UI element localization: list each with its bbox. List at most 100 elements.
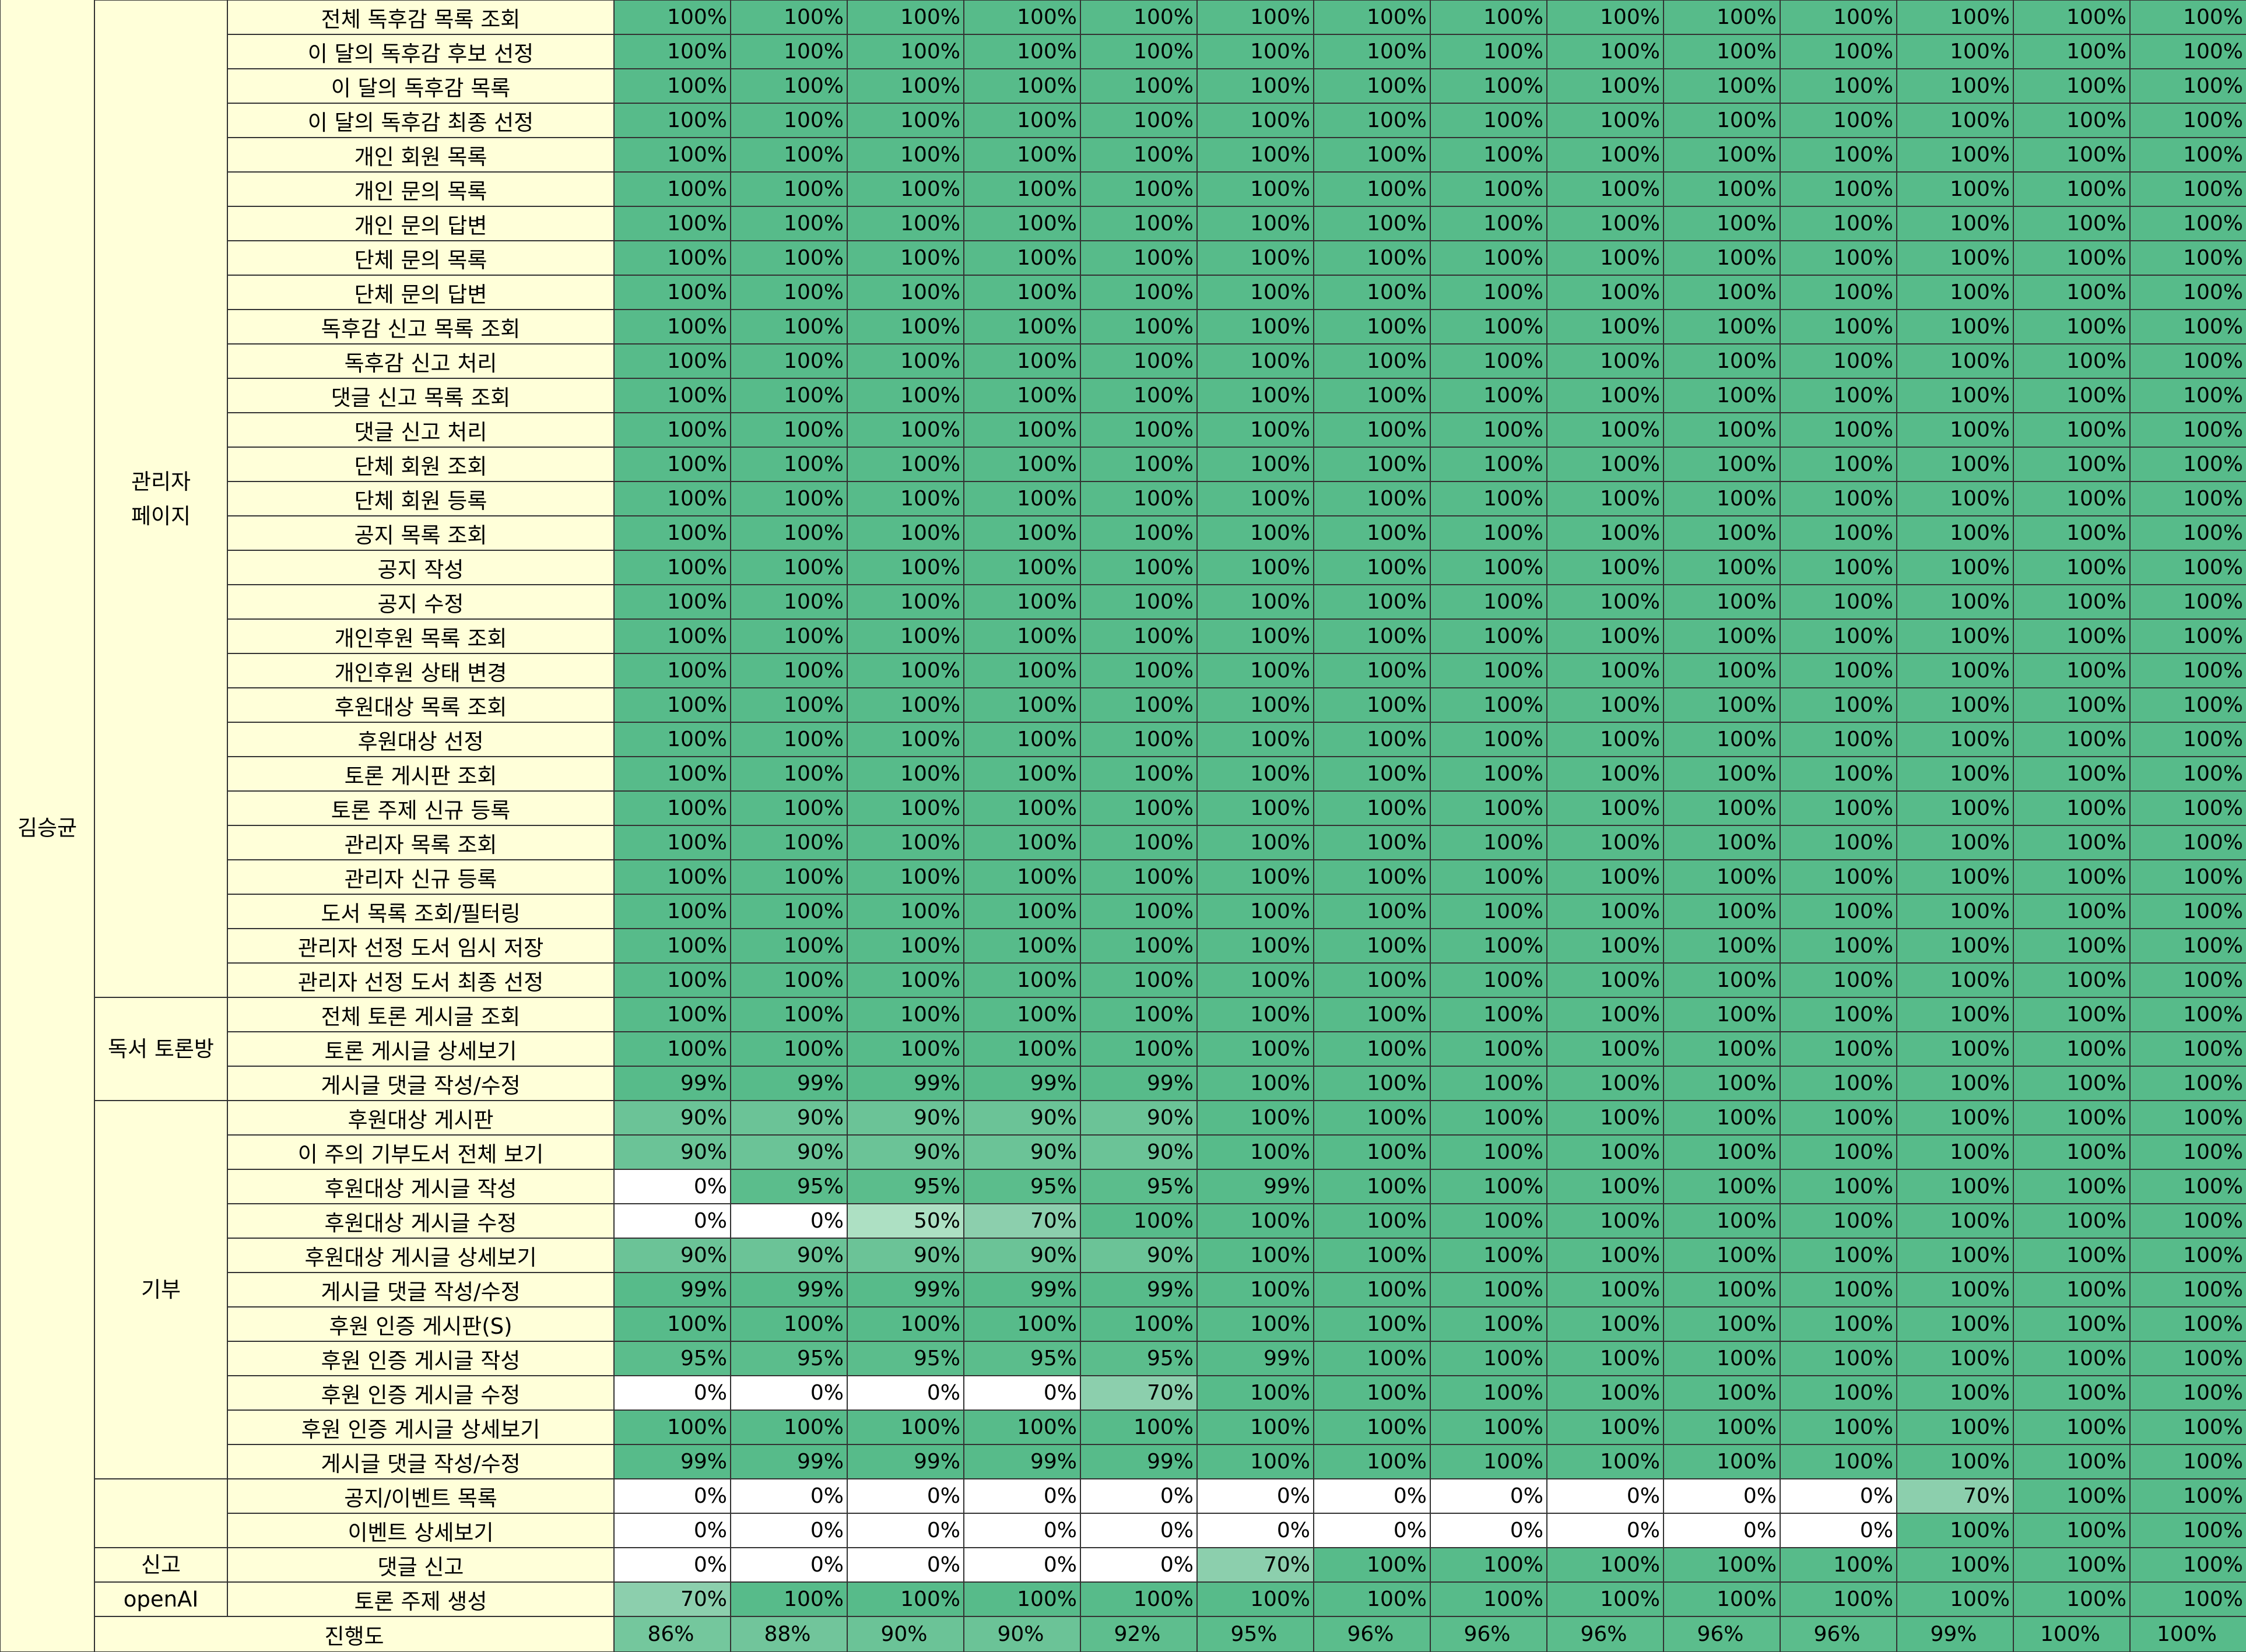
progress-cell[interactable]: 100% [2130,722,2246,757]
progress-cell[interactable]: 100% [1547,791,1664,825]
progress-cell[interactable]: 100% [614,516,731,550]
progress-cell[interactable]: 100% [1897,69,2013,103]
progress-cell[interactable]: 100% [614,275,731,310]
progress-cell[interactable]: 100% [2130,0,2246,34]
progress-cell[interactable]: 100% [1780,1204,1897,1238]
progress-cell[interactable]: 100% [614,34,731,69]
progress-cell[interactable]: 100% [1664,1410,1780,1444]
progress-cell[interactable]: 0% [847,1376,964,1410]
progress-cell[interactable]: 100% [1197,791,1314,825]
progress-cell[interactable]: 100% [1897,1513,2013,1548]
progress-cell[interactable]: 100% [2013,757,2130,791]
progress-cell[interactable]: 0% [1314,1479,1430,1513]
progress-cell[interactable]: 100% [2130,997,2246,1032]
progress-cell[interactable]: 100% [1897,1376,2013,1410]
progress-cell[interactable]: 100% [1547,757,1664,791]
feature-cell[interactable]: 독후감 신고 처리 [227,344,614,378]
progress-cell[interactable]: 100% [1547,310,1664,344]
progress-cell[interactable]: 100% [1197,1238,1314,1273]
progress-cell[interactable]: 100% [1897,241,2013,275]
progress-cell[interactable]: 100% [1314,550,1430,585]
progress-cell[interactable]: 100% [1664,1169,1780,1204]
category-cell[interactable]: 관리자 페이지 [94,0,227,997]
progress-cell[interactable]: 100% [1197,310,1314,344]
progress-cell[interactable]: 100% [1197,481,1314,516]
progress-cell[interactable]: 100% [1664,1307,1780,1341]
progress-cell[interactable]: 100% [1197,997,1314,1032]
progress-cell[interactable]: 100% [964,997,1080,1032]
progress-cell[interactable]: 90% [964,1135,1080,1169]
progress-cell[interactable]: 100% [1197,241,1314,275]
progress-cell[interactable]: 100% [1080,894,1197,929]
progress-cell[interactable]: 100% [1197,1032,1314,1066]
progress-cell[interactable]: 100% [731,688,847,722]
progress-cell[interactable]: 100% [1780,929,1897,963]
progress-cell[interactable]: 100% [614,860,731,894]
progress-cell[interactable]: 100% [2130,1307,2246,1341]
progress-cell[interactable]: 100% [1547,516,1664,550]
progress-cell[interactable]: 100% [2130,1479,2246,1513]
progress-cell[interactable]: 100% [731,481,847,516]
progress-cell[interactable]: 100% [2013,138,2130,172]
progress-cell[interactable]: 100% [1430,1204,1547,1238]
progress-cell[interactable]: 100% [2013,1169,2130,1204]
progress-cell[interactable]: 100% [964,1582,1080,1616]
progress-cell[interactable]: 100% [1314,997,1430,1032]
progress-cell[interactable]: 100% [1197,1101,1314,1135]
progress-cell[interactable]: 100% [1780,138,1897,172]
feature-cell[interactable]: 후원대상 게시글 수정 [227,1204,614,1238]
progress-cell[interactable]: 100% [964,241,1080,275]
progress-cell[interactable]: 100% [1080,791,1197,825]
progress-cell[interactable]: 100% [2130,929,2246,963]
progress-cell[interactable]: 0% [731,1513,847,1548]
progress-cell[interactable]: 100% [731,619,847,653]
progress-cell[interactable]: 100% [2130,481,2246,516]
progress-total-cell[interactable]: 99% [1897,1616,2013,1652]
progress-cell[interactable]: 100% [614,481,731,516]
progress-cell[interactable]: 100% [1080,585,1197,619]
progress-cell[interactable]: 100% [2013,1273,2130,1307]
progress-cell[interactable]: 100% [2130,275,2246,310]
progress-cell[interactable]: 100% [847,138,964,172]
progress-cell[interactable]: 100% [1547,550,1664,585]
progress-cell[interactable]: 100% [1197,963,1314,997]
progress-cell[interactable]: 100% [847,172,964,206]
progress-cell[interactable]: 100% [1080,344,1197,378]
progress-cell[interactable]: 100% [1080,688,1197,722]
progress-cell[interactable]: 100% [1314,275,1430,310]
progress-cell[interactable]: 100% [1780,413,1897,447]
progress-cell[interactable]: 100% [2013,516,2130,550]
progress-cell[interactable]: 100% [1547,0,1664,34]
progress-cell[interactable]: 100% [2013,1513,2130,1548]
progress-cell[interactable]: 100% [1547,722,1664,757]
progress-cell[interactable]: 100% [1197,1376,1314,1410]
progress-cell[interactable]: 100% [847,447,964,481]
progress-cell[interactable]: 100% [614,791,731,825]
progress-cell[interactable]: 100% [614,653,731,688]
feature-cell[interactable]: 후원대상 선정 [227,722,614,757]
progress-cell[interactable]: 100% [2013,791,2130,825]
progress-cell[interactable]: 100% [2013,1410,2130,1444]
progress-cell[interactable]: 100% [2013,1341,2130,1376]
progress-cell[interactable]: 100% [1780,997,1897,1032]
progress-cell[interactable]: 100% [2130,585,2246,619]
progress-cell[interactable]: 100% [847,103,964,138]
progress-total-cell[interactable]: 92% [1080,1616,1197,1652]
feature-cell[interactable]: 개인 문의 목록 [227,172,614,206]
progress-cell[interactable]: 100% [1664,722,1780,757]
progress-cell[interactable]: 100% [1080,1582,1197,1616]
progress-cell[interactable]: 100% [1780,619,1897,653]
progress-cell[interactable]: 100% [1430,310,1547,344]
feature-cell[interactable]: 후원대상 목록 조회 [227,688,614,722]
progress-cell[interactable]: 100% [1314,378,1430,413]
progress-cell[interactable]: 100% [2013,860,2130,894]
progress-cell[interactable]: 100% [847,585,964,619]
progress-cell[interactable]: 100% [1080,0,1197,34]
progress-cell[interactable]: 100% [1664,378,1780,413]
progress-cell[interactable]: 100% [2013,206,2130,241]
progress-cell[interactable]: 0% [614,1479,731,1513]
progress-cell[interactable]: 100% [1314,1582,1430,1616]
progress-cell[interactable]: 100% [2130,688,2246,722]
progress-cell[interactable]: 100% [1897,172,2013,206]
progress-cell[interactable]: 100% [847,1307,964,1341]
